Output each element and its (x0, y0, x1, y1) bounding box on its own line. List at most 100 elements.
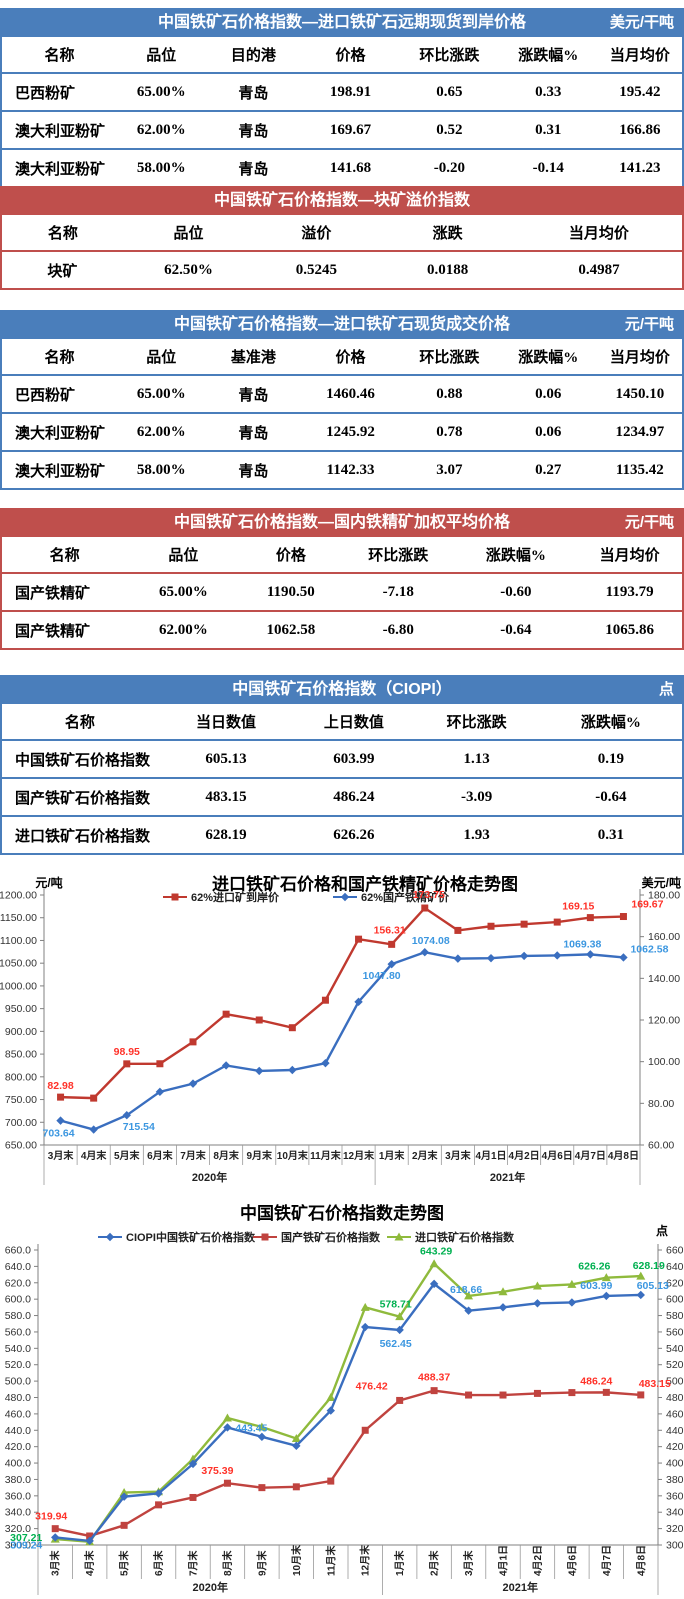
cell: 65.00% (116, 73, 206, 112)
svg-text:520.0: 520.0 (666, 1359, 684, 1371)
svg-text:560.0: 560.0 (666, 1326, 684, 1338)
svg-text:10月末: 10月末 (277, 1149, 309, 1162)
cell: -0.60 (454, 573, 578, 612)
column-header: 当月均价 (597, 339, 683, 376)
svg-text:6月末: 6月末 (147, 1149, 174, 1162)
svg-text:169.15: 169.15 (562, 901, 594, 913)
column-header: 基准港 (205, 339, 302, 376)
table-row: 块矿 62.50% 0.5245 0.0188 0.4987 (1, 251, 683, 289)
column-header: 环比涨跌 (399, 339, 499, 376)
svg-text:540.0: 540.0 (5, 1343, 31, 1355)
cell: 澳大利亚粉矿 (1, 111, 117, 150)
data-table: 名称 品位 价格 环比涨跌 涨跌幅% 当月均价 国产铁精矿 65.00% 1190.50 -7.1… (0, 537, 684, 650)
cell: 澳大利亚粉矿 (1, 413, 117, 452)
svg-text:900.00: 900.00 (5, 1026, 37, 1038)
cell: 1135.42 (615, 461, 664, 478)
svg-text:300.0: 300.0 (666, 1540, 684, 1552)
column-header: 环比涨跌 (413, 704, 540, 741)
svg-text:420.0: 420.0 (666, 1441, 684, 1453)
svg-text:660.0: 660.0 (5, 1245, 31, 1257)
svg-text:460.0: 460.0 (5, 1408, 31, 1420)
cell: 0.4987 (578, 261, 620, 278)
cell: 141.68 (329, 159, 372, 176)
svg-text:80.00: 80.00 (648, 1098, 674, 1110)
table-unit: 元/干吨 (624, 514, 674, 531)
cell: 1190.50 (239, 573, 342, 612)
table-ciopi-index: 中国铁矿石价格指数（CIOPI） 点 名称 当日数值 上日数值 环比涨跌 涨跌幅% 中国铁… (0, 675, 684, 855)
column-header: 名称 (1, 339, 117, 376)
svg-text:1000.00: 1000.00 (0, 980, 37, 992)
svg-text:2月末: 2月末 (412, 1149, 439, 1162)
cell: 块矿 (47, 263, 78, 280)
svg-text:400.0: 400.0 (5, 1458, 31, 1470)
table-row: 澳大利亚粉矿 62.00% 青岛 1245.92 0.78 0.06 1234.97 (1, 413, 683, 452)
svg-text:4月8日: 4月8日 (635, 1545, 647, 1576)
cell: 605.13 (157, 740, 295, 779)
table-unit: 美元/干吨 (609, 14, 674, 31)
cell: 青岛 (238, 161, 269, 178)
column-header: 环比涨跌 (341, 537, 455, 574)
svg-text:580.0: 580.0 (666, 1310, 684, 1322)
svg-text:173.75: 173.75 (413, 889, 445, 901)
svg-text:169.67: 169.67 (631, 899, 663, 911)
cell: 65.00% (127, 573, 240, 612)
svg-text:626.26: 626.26 (578, 1261, 610, 1273)
svg-text:618.66: 618.66 (450, 1284, 482, 1296)
table-unit: 元/干吨 (624, 316, 674, 333)
svg-text:8月末: 8月末 (213, 1149, 240, 1162)
svg-text:380.0: 380.0 (666, 1474, 684, 1486)
data-table: 名称 品位 目的港 价格 环比涨跌 涨跌幅% 当月均价 巴西粉矿 65.00% 青岛 198.91 0… (0, 37, 684, 188)
cell: 0.06 (498, 413, 598, 452)
cell: 198.91 (301, 73, 400, 112)
cell: -0.64 (500, 621, 532, 638)
cell: 巴西粉矿 (1, 73, 117, 112)
svg-text:2020年: 2020年 (192, 1170, 227, 1184)
svg-text:5月末: 5月末 (118, 1549, 131, 1576)
svg-text:4月1日: 4月1日 (498, 1545, 510, 1576)
svg-text:4月2日: 4月2日 (509, 1150, 540, 1162)
cell: 483.15 (157, 778, 295, 817)
column-header: 品位 (116, 339, 206, 376)
svg-text:62%进口矿到岸价: 62%进口矿到岸价 (191, 890, 280, 904)
table-row: 巴西粉矿 65.00% 青岛 1460.46 0.88 0.06 1450.10 (1, 375, 683, 414)
svg-text:640.0: 640.0 (666, 1261, 684, 1273)
svg-text:320.0: 320.0 (5, 1523, 31, 1535)
svg-text:700.00: 700.00 (5, 1117, 37, 1129)
svg-text:4月1日: 4月1日 (475, 1150, 506, 1162)
cell: 青岛 (205, 413, 302, 452)
svg-text:628.19: 628.19 (633, 1260, 665, 1272)
svg-text:1050.00: 1050.00 (0, 958, 37, 970)
svg-text:460.0: 460.0 (666, 1408, 684, 1420)
svg-text:4月末: 4月末 (83, 1549, 96, 1576)
table-row: 澳大利亚粉矿 58.00% 青岛 141.68 -0.20 -0.14 141.23 (1, 149, 683, 187)
svg-text:400.0: 400.0 (666, 1458, 684, 1470)
cell: 青岛 (205, 375, 302, 414)
svg-text:6月末: 6月末 (152, 1549, 165, 1576)
svg-text:375.39: 375.39 (201, 1465, 233, 1477)
svg-text:750.00: 750.00 (5, 1094, 37, 1106)
svg-text:360.0: 360.0 (5, 1490, 31, 1502)
cell: 0.06 (498, 375, 598, 414)
svg-text:1062.58: 1062.58 (630, 943, 668, 955)
cell: 62.00% (116, 413, 206, 452)
table-row: 澳大利亚粉矿 62.00% 青岛 169.67 0.52 0.31 166.86 (1, 111, 683, 150)
table-title-bar: 中国铁矿石价格指数—块矿溢价指数 (0, 186, 684, 215)
svg-text:600.0: 600.0 (5, 1294, 31, 1306)
svg-text:4月7日: 4月7日 (601, 1545, 613, 1576)
column-header: 涨跌幅% (498, 339, 598, 376)
svg-text:950.00: 950.00 (5, 1003, 37, 1015)
column-header: 涨跌 (379, 215, 516, 252)
svg-text:660.0: 660.0 (666, 1245, 684, 1257)
cell: 0.78 (399, 413, 499, 452)
cell: -0.64 (539, 778, 683, 817)
cell: 澳大利亚粉矿 (15, 161, 106, 178)
svg-text:中国铁矿石价格指数走势图: 中国铁矿石价格指数走势图 (240, 1203, 444, 1223)
cell: 1234.97 (597, 413, 683, 452)
column-header: 品位 (127, 537, 240, 574)
cell: 62.00% (116, 111, 206, 150)
svg-text:420.0: 420.0 (5, 1441, 31, 1453)
svg-text:11月末: 11月末 (324, 1544, 337, 1576)
svg-text:488.37: 488.37 (418, 1372, 450, 1384)
cell: 青岛 (205, 111, 302, 150)
cell: 进口铁矿石价格指数 (15, 828, 151, 845)
